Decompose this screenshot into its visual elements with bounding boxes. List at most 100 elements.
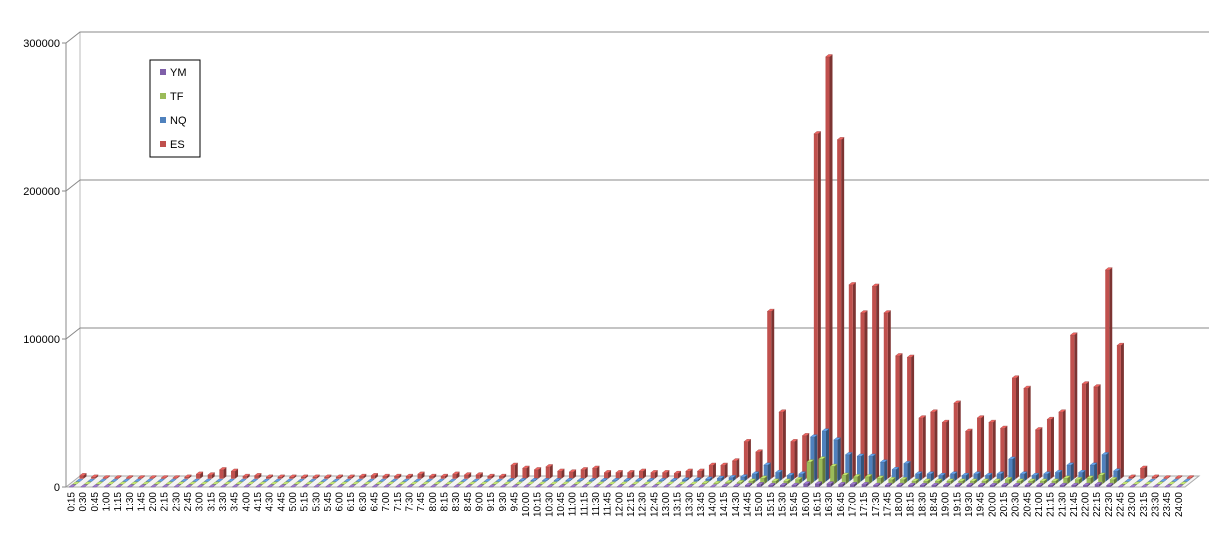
bar-side [915,478,919,485]
bar-top [207,472,216,476]
bar-top [876,475,885,479]
bar-top [580,467,589,471]
x-tick-label: 4:00 [241,492,252,512]
bar [825,56,830,479]
bar-top [90,474,99,478]
bar-side [304,474,308,479]
bar-top [370,473,379,476]
x-tick-label: 5:00 [288,492,299,512]
bar-top [541,478,550,481]
bar-top [176,481,185,485]
bar-top [188,481,197,485]
bar-side [834,464,838,485]
bar-top [545,464,554,468]
bar-top [80,484,89,488]
bar-side [877,483,881,487]
x-tick-label: 11:30 [591,492,602,517]
bar-top [643,481,652,485]
x-tick-label: 12:15 [626,492,637,517]
bar-side [631,470,635,479]
bar-side [764,475,768,485]
x-tick-label: 7:15 [393,492,404,512]
bar [184,477,189,479]
bar-side [767,462,771,482]
bar-side [869,474,873,485]
bar-top [324,484,334,488]
bar [970,481,975,485]
bar-top [355,478,364,482]
bar-side [829,54,833,479]
bar [775,472,780,482]
x-tick-label: 20:15 [999,492,1010,517]
bar-side [666,470,670,479]
bar-top [829,463,838,467]
x-tick-label: 10:45 [556,492,567,517]
bar-top [141,481,151,485]
x-tick-label: 9:45 [509,492,520,512]
bar [942,422,947,479]
bar-top [98,478,107,482]
bar-top [984,472,993,476]
bar-top [471,478,480,482]
bar-top [125,475,134,479]
bar [860,312,865,479]
bar [993,481,998,485]
bar-side [1052,483,1056,487]
bar-top [634,478,644,481]
bar-top [463,472,472,476]
bar-top [293,481,302,485]
bar [1074,479,1079,485]
bar-top [771,478,780,482]
bar [853,476,858,485]
bar-side [884,459,888,482]
bar-side [899,353,903,479]
bar-top [1094,482,1103,485]
x-tick-label: 22:45 [1116,492,1127,517]
bar [756,484,761,487]
x-tick-label: 22:00 [1081,492,1092,517]
bar-top [514,481,524,485]
bar-top [1167,481,1176,485]
bar-top [148,475,158,479]
bar-top [1054,470,1063,473]
x-tick-label: 3:00 [195,492,206,512]
x-tick-label: 22:30 [1104,492,1115,517]
bar [565,480,570,482]
bar-side [433,474,437,479]
bar [1109,479,1114,485]
bar-top [296,478,306,482]
bar [876,478,881,485]
bar-side [1094,462,1098,482]
bar-side [981,415,985,479]
bar-side [316,474,320,479]
bar-top [557,484,567,488]
legend-swatch [160,93,166,99]
bar [1106,485,1111,487]
x-tick-label: 2:45 [183,492,194,512]
bar-top [894,353,904,357]
bar-side [934,409,938,479]
bar-top [208,484,217,488]
bar-top [266,484,275,488]
x-tick-label: 18:45 [929,492,940,517]
bar [1024,485,1029,487]
bar-top [1042,471,1052,475]
bar-top [556,468,565,472]
x-tick-label: 15:30 [778,492,789,517]
bar [102,478,107,479]
bar-side [756,471,760,482]
bar-side [1075,483,1079,487]
x-tick-label: 23:45 [1162,492,1173,517]
bar-top [436,478,445,482]
bar [954,485,959,487]
bar [891,469,896,482]
bar-top [238,478,247,482]
bar-side [888,483,892,487]
bar [324,477,329,479]
bar-top [631,481,640,485]
bar [266,477,270,479]
bar [900,479,905,485]
bar-top [627,484,637,488]
bar-top [988,419,997,423]
bar [918,418,923,479]
